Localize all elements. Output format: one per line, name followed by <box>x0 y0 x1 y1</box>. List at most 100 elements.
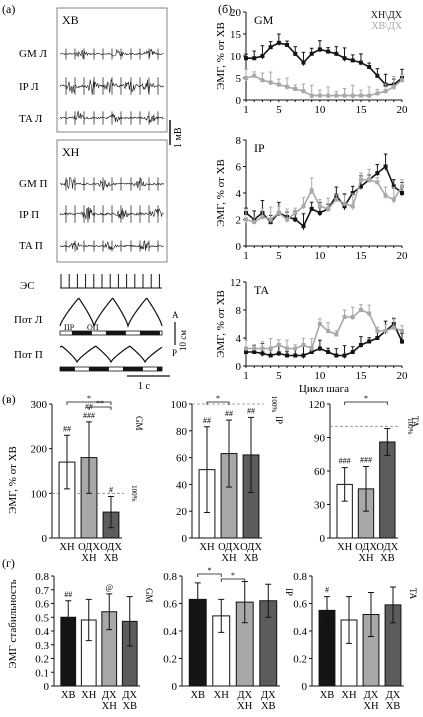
data-point <box>400 191 404 195</box>
es-stimulus-ticks <box>60 274 162 289</box>
series-gray <box>244 304 404 352</box>
xb-box-label: ХВ <box>62 13 79 27</box>
data-point <box>301 60 306 65</box>
panel-g-label: (г) <box>2 556 15 570</box>
y-tick-label: 100 <box>171 399 188 411</box>
category-label: ДХ <box>102 690 117 701</box>
data-point <box>367 177 372 182</box>
data-point <box>285 43 290 47</box>
y-tick-label: 0.8 <box>163 571 177 583</box>
category-label: ХН <box>59 542 75 553</box>
x-tick-label: 15 <box>355 104 367 116</box>
data-point <box>317 93 322 98</box>
data-point <box>334 93 339 98</box>
y-tick-label: 0 <box>172 681 178 693</box>
xn-box <box>56 139 168 263</box>
significance-bracket <box>206 401 230 405</box>
y-tick-label: 0.8 <box>35 571 49 583</box>
y-tick-label: 40 <box>176 479 188 491</box>
y-tick-label: 2 <box>236 215 242 227</box>
panel-g-ylabel: ЭМГ стабильность <box>7 579 19 668</box>
data-point <box>285 346 290 351</box>
data-point <box>342 315 347 319</box>
data-point <box>326 93 331 98</box>
data-point <box>350 315 355 319</box>
data-point <box>244 76 248 80</box>
phase-bar-stance <box>139 331 160 335</box>
reference-label: 100% <box>130 485 138 502</box>
y-tick-label: 200 <box>31 444 48 456</box>
x-tick-label: 20 <box>397 250 409 262</box>
data-point <box>334 51 339 56</box>
data-point <box>350 58 355 63</box>
data-point <box>285 217 290 222</box>
data-point <box>268 45 273 50</box>
legend-entry: ХВ\ДХ <box>371 21 402 32</box>
data-point <box>293 210 298 215</box>
category-label: ХВ <box>190 690 205 701</box>
trace-label-gm-l: GM Л <box>19 48 47 60</box>
significance-mark: ## <box>203 416 211 425</box>
category-label: ХВ <box>104 553 119 564</box>
data-point <box>358 60 363 65</box>
x-tick-label: 1 <box>243 370 249 382</box>
y-tick-label: 0 <box>182 533 188 545</box>
pot-l-trace <box>59 297 163 328</box>
phase-bar-p <box>59 366 163 372</box>
y-tick-label: 0 <box>236 361 242 373</box>
category-label: ХН <box>337 542 353 553</box>
scale-a-label: A <box>172 310 179 320</box>
data-point <box>391 84 396 89</box>
data-point <box>317 204 322 209</box>
x-tick-label: 10 <box>314 104 326 116</box>
data-point <box>367 339 372 344</box>
y-tick-label: 120 <box>309 399 326 411</box>
data-point <box>383 164 388 169</box>
y-tick-label: 0 <box>236 241 242 253</box>
category-label: ХН <box>358 553 374 564</box>
category-label: ХВ <box>380 553 395 564</box>
data-point <box>391 197 396 202</box>
data-point <box>276 40 281 45</box>
chart-title: GM <box>254 13 274 27</box>
amp-scale-label: 1 мВ <box>173 127 184 148</box>
data-point <box>276 351 281 356</box>
data-point <box>383 193 388 198</box>
panel-a: (а) ХВ GM Л IP Л TA Л 1 мВ ХН GM П IP П … <box>2 2 188 392</box>
significance-bracket-label: * <box>364 394 368 403</box>
data-point <box>342 204 347 209</box>
panel-v-ylabel: ЭМГ, % от ХВ <box>7 446 19 514</box>
phase-bar-stance <box>156 367 162 371</box>
significance-mark: ### <box>360 456 372 465</box>
significance-mark: @ <box>106 583 113 592</box>
data-point <box>309 93 314 98</box>
x-tick-label: 10 <box>314 370 326 382</box>
category-label: ОДХ <box>218 542 240 553</box>
y-tick-label: 4 <box>236 333 242 345</box>
data-point <box>252 56 257 61</box>
y-tick-label: 0.2 <box>293 654 307 666</box>
y-tick-label: 100 <box>31 488 48 500</box>
category-label: ХН <box>102 701 118 712</box>
category-label: ХН <box>199 542 215 553</box>
data-point <box>244 350 248 354</box>
y-tick-label: 0.3 <box>35 640 49 652</box>
data-point <box>285 353 290 358</box>
x-tick-label: 15 <box>355 250 367 262</box>
significance-bracket <box>220 578 246 582</box>
data-point <box>260 54 265 58</box>
y-tick-label: 80 <box>176 426 188 438</box>
phase-bar-stance <box>88 367 109 371</box>
chart-title: IP <box>274 416 284 424</box>
y-tick-label: 8 <box>236 135 242 147</box>
data-point <box>309 346 314 351</box>
data-point <box>285 84 290 89</box>
op-label: ОП <box>87 323 99 332</box>
data-point <box>400 78 404 83</box>
y-tick-label: 0.4 <box>293 626 307 638</box>
data-point <box>400 329 404 333</box>
data-point <box>375 180 380 185</box>
